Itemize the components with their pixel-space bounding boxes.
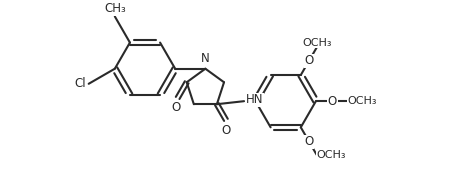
Text: OCH₃: OCH₃: [301, 38, 331, 48]
Text: Cl: Cl: [75, 77, 86, 90]
Text: O: O: [171, 101, 180, 114]
Text: OCH₃: OCH₃: [347, 96, 376, 106]
Text: HN: HN: [245, 93, 263, 106]
Text: OCH₃: OCH₃: [316, 150, 345, 160]
Text: O: O: [327, 95, 336, 108]
Text: N: N: [201, 52, 209, 65]
Text: O: O: [221, 124, 230, 137]
Text: O: O: [304, 54, 313, 67]
Text: CH₃: CH₃: [104, 2, 126, 15]
Text: O: O: [304, 135, 313, 148]
